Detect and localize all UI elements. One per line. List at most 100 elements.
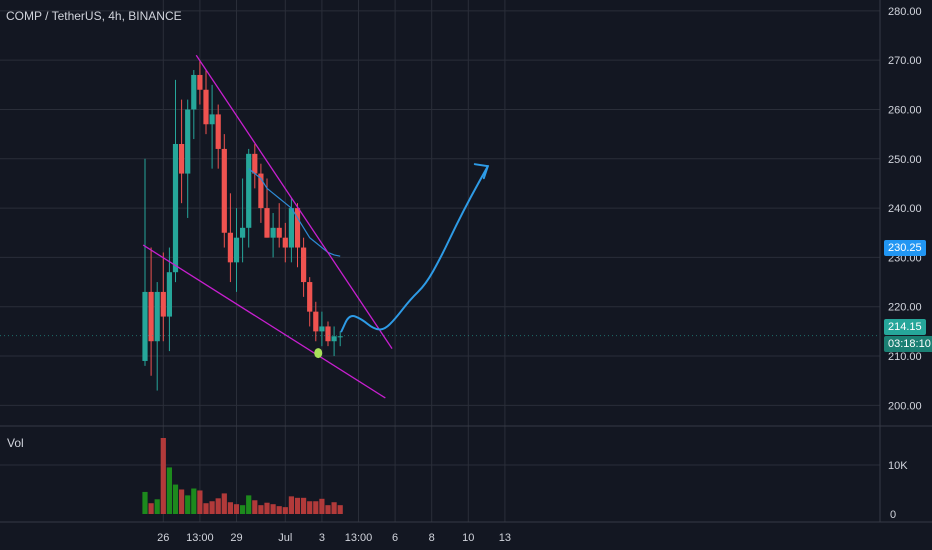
time-axis-label: 29 [230,532,242,544]
price-axis-label: 200.00 [888,400,922,412]
candle-body [258,173,264,209]
candle [282,222,288,263]
candle-body [221,148,227,233]
candle [148,247,154,376]
candle [240,178,246,263]
volume-bar [160,438,166,514]
candle [246,148,252,248]
volume-bar [331,502,337,514]
volume-bar [197,490,203,514]
price-axis-label: 260.00 [888,104,922,116]
candle-body [185,109,191,174]
candle-body [325,326,331,342]
candle [185,99,191,218]
candle-body [331,336,337,342]
volume-axis-label: 10K [888,460,908,472]
volume-bar [240,505,246,514]
candle [142,158,148,366]
candle-body [276,227,282,238]
volume-bar [172,484,179,514]
candle [221,134,227,248]
volume-bar [313,501,319,514]
candle-body [313,311,319,332]
candle [294,203,301,268]
volume-bar [154,499,160,514]
candle-body [172,143,179,273]
volume-bar [270,504,276,514]
candle-body [148,291,154,342]
candle [227,193,233,283]
candles [142,60,343,391]
candle [307,277,313,327]
candle-body [209,114,215,125]
candle-body [227,232,233,263]
symbol-title[interactable]: COMP / TetherUS, 4h, BINANCE [6,9,182,23]
candle-body [301,247,307,283]
volume-bar [203,503,209,514]
volume-bar [185,495,191,514]
time-axis-label: 13:00 [345,532,373,544]
candle [313,301,319,342]
volume-bar [288,496,294,514]
candle [270,213,276,258]
volume-bar [307,501,313,514]
candle-body [197,74,203,90]
last-price-tag: 214.15 [884,319,926,335]
volume-bar [294,497,301,514]
volume-bar [215,498,221,514]
candle [197,60,203,105]
volume-bar [227,502,233,514]
volume-bars [142,438,343,514]
candle [160,252,166,342]
moving-average-line [248,168,341,257]
candle [331,326,337,357]
price-axis-label: 270.00 [888,55,922,67]
volume-bar [258,505,264,514]
candle-body [179,143,185,174]
candle [179,99,185,204]
candle [209,84,215,169]
bar-countdown-tag: 03:18:10 [884,336,932,352]
time-axis-label: 26 [157,532,169,544]
volume-bar [276,506,282,514]
volume-bar [209,501,215,514]
candle [172,79,179,283]
time-axis-label: 3 [319,532,325,544]
candle-body [337,336,343,338]
candle-body [142,291,148,361]
volume-bar [325,505,331,514]
touch-point-marker [314,348,323,359]
volume-bar [264,502,270,514]
upper-trendline [195,54,393,349]
grid-lines [0,0,880,522]
candle-body [319,326,325,332]
volume-bar [148,503,154,514]
lower-trendline [142,244,386,399]
candle [325,321,331,347]
volume-bar [191,488,197,514]
candle-body [154,291,160,342]
volume-bar [179,489,185,514]
volume-bar [142,491,148,514]
candle [191,70,197,140]
volume-bar [282,507,288,514]
volume-bar [233,504,240,514]
volume-bar [221,493,227,514]
candle-body [282,237,288,248]
candle-body [270,227,276,238]
volume-bar [319,498,325,514]
candle [252,143,258,189]
candle [154,282,160,391]
price-axis-label: 240.00 [888,203,922,215]
candle [319,311,325,347]
candle-body [160,291,166,317]
candle [215,104,221,169]
candle [337,331,343,347]
candle-body [264,208,270,238]
projection-path [340,165,489,333]
candle [258,163,264,223]
time-axis-label: 13 [499,532,511,544]
time-axis-label: 6 [392,532,398,544]
candle-body [288,208,294,248]
